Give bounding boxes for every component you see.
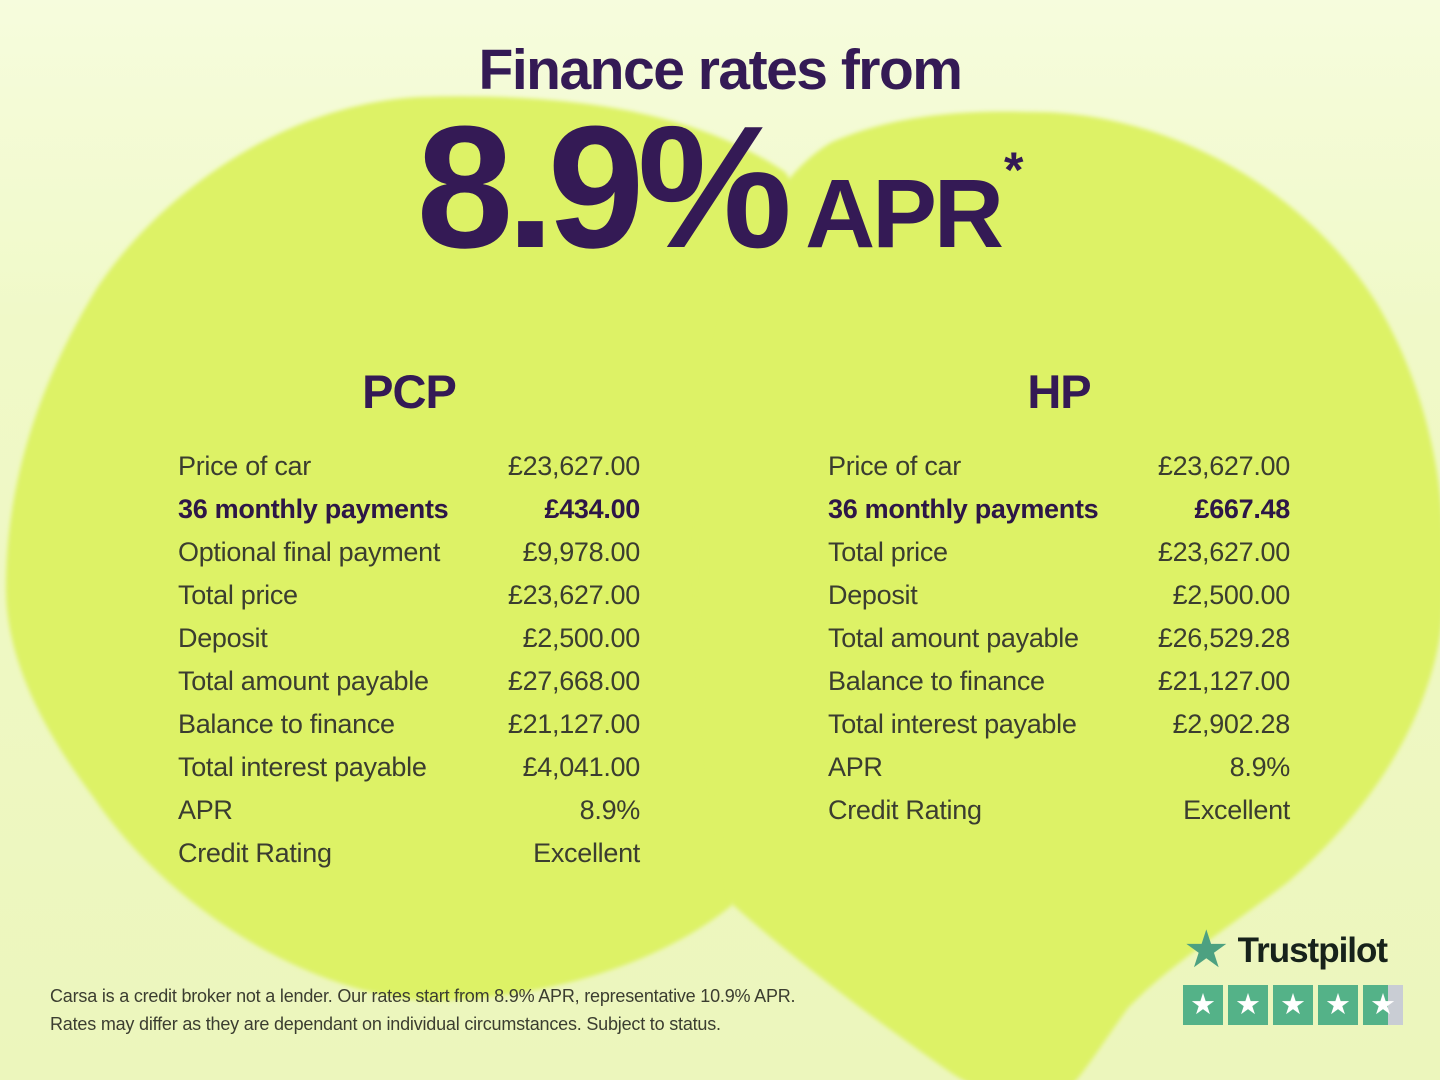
table-row: Total amount payable £27,668.00 [178,660,640,703]
table-row: Credit Rating Excellent [828,789,1290,832]
disclaimer-line-2: Rates may differ as they are dependant o… [50,1014,721,1034]
trustpilot-wordmark: Trustpilot [1237,930,1388,970]
row-value: £2,902.28 [1172,709,1291,740]
table-row: 36 monthly payments £667.48 [828,488,1290,531]
row-label: Total price [828,537,948,568]
trustpilot-rating-stars: ★ ★ ★ ★ ★ [1183,985,1403,1026]
header: Finance rates from 8.9% APR * [0,0,1440,274]
table-row: Balance to finance £21,127.00 [828,660,1290,703]
pcp-finance-table: PCP Price of car £23,627.00 36 monthly pa… [178,364,640,875]
star-box-icon: ★ [1183,985,1223,1026]
pcp-title: PCP [362,365,457,418]
page-title: Finance rates from [478,38,964,102]
row-value: £23,627.00 [1157,537,1290,568]
disclaimer-text: Carsa is a credit broker not a lender. O… [50,982,796,1038]
row-label: APR [828,752,883,783]
right-blob-shape [696,111,1440,1080]
row-label: Deposit [828,580,918,611]
star-box-icon: ★ [1228,985,1268,1026]
row-value: £23,627.00 [507,451,640,482]
row-label: Total interest payable [828,709,1077,740]
row-value: £4,041.00 [522,752,641,783]
row-value: £21,127.00 [1157,666,1290,697]
row-label: Optional final payment [178,537,441,568]
row-label: Deposit [178,623,268,654]
table-row: Deposit £2,500.00 [828,574,1290,617]
row-label: 36 monthly payments [178,494,449,525]
row-value: £27,668.00 [507,666,640,697]
table-row: Deposit £2,500.00 [178,617,640,660]
row-value: £23,627.00 [1157,451,1290,482]
table-row: APR 8.9% [828,746,1290,789]
row-value: £2,500.00 [522,623,641,654]
trustpilot-badge: ★ Trustpilot ★ ★ ★ ★ ★ [1183,921,1403,1026]
row-value: £23,627.00 [507,580,640,611]
row-value: 8.9% [579,795,641,826]
rate-unit: APR [805,158,1004,268]
hp-rows: Price of car £23,627.00 36 monthly paymen… [828,445,1290,832]
table-row: Total interest payable £4,041.00 [178,746,640,789]
row-label: Total price [178,580,298,611]
table-row: Price of car £23,627.00 [178,445,640,488]
row-value: £26,529.28 [1157,623,1290,654]
row-value: £434.00 [544,494,641,525]
table-row: Credit Rating Excellent [178,832,640,875]
hp-finance-table: HP Price of car £23,627.00 36 monthly pay… [828,364,1290,832]
left-blob-shape [6,96,847,1001]
row-label: Credit Rating [178,838,332,869]
row-label: Total amount payable [828,623,1079,654]
row-label: Total amount payable [178,666,429,697]
star-box-icon: ★ [1318,985,1358,1026]
row-value: £21,127.00 [507,709,640,740]
row-label: Price of car [178,451,311,482]
row-label: APR [178,795,233,826]
table-row: Total interest payable £2,902.28 [828,703,1290,746]
hp-title: HP [1027,365,1091,418]
row-label: Balance to finance [178,709,395,740]
table-row: Total price £23,627.00 [178,574,640,617]
trustpilot-logo: ★ Trustpilot [1183,921,1403,979]
table-row: Price of car £23,627.00 [828,445,1290,488]
star-box-icon: ★ [1273,985,1313,1026]
row-label: Balance to finance [828,666,1045,697]
headline-rate: 8.9% APR * [0,88,1440,284]
row-value: Excellent [1183,795,1290,826]
row-value: Excellent [533,838,640,869]
row-value: £667.48 [1194,494,1291,525]
table-row: Optional final payment £9,978.00 [178,531,640,574]
table-row: Total price £23,627.00 [828,531,1290,574]
rate-value: 8.9% [416,88,793,284]
row-label: 36 monthly payments [828,494,1099,525]
row-value: £9,978.00 [522,537,641,568]
table-row: Total amount payable £26,529.28 [828,617,1290,660]
row-label: Credit Rating [828,795,982,826]
row-value: £2,500.00 [1172,580,1291,611]
trustpilot-star-icon: ★ [1183,921,1230,979]
row-label: Price of car [828,451,961,482]
pcp-rows: Price of car £23,627.00 36 monthly paymen… [178,445,640,875]
half-star-box-icon: ★ [1363,985,1403,1026]
rate-asterisk: * [1003,141,1024,198]
table-row: Balance to finance £21,127.00 [178,703,640,746]
row-value: 8.9% [1229,752,1291,783]
table-row: 36 monthly payments £434.00 [178,488,640,531]
table-row: APR 8.9% [178,789,640,832]
disclaimer-line-1: Carsa is a credit broker not a lender. O… [50,986,796,1006]
row-label: Total interest payable [178,752,427,783]
